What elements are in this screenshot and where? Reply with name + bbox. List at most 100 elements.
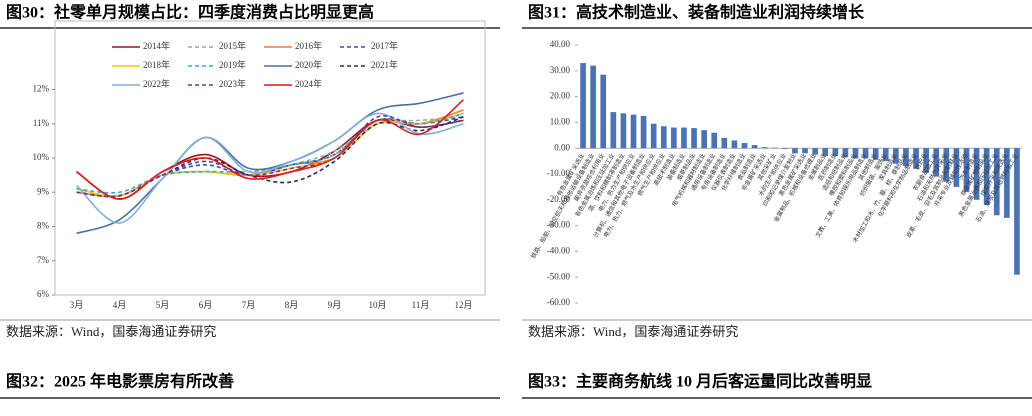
bar: [1014, 148, 1020, 275]
bar: [580, 63, 586, 149]
y-tick-label: 20.00: [550, 91, 571, 101]
legend-label: 2018年: [143, 59, 170, 70]
legend-label: 2022年: [143, 78, 170, 89]
figure-title: 图33：主要商务航线 10 月后客运量同比改善明显: [528, 372, 872, 391]
series-line: [76, 112, 464, 197]
legend-label: 2020年: [295, 59, 322, 70]
bar: [771, 147, 778, 149]
bar: [650, 123, 657, 149]
bar: [872, 148, 879, 160]
bar: [933, 148, 940, 177]
x-tick-label: 7月: [242, 300, 256, 310]
y-tick-label: 10%: [33, 152, 50, 162]
bar: [671, 127, 677, 149]
series-line: [75, 112, 464, 224]
y-tick-label: 40.00: [550, 39, 571, 49]
bar: [953, 148, 960, 187]
y-tick-label: 9%: [37, 186, 50, 196]
bar: [963, 148, 970, 193]
legend-label: 2023年: [219, 78, 246, 89]
y-tick-label: -40.00: [547, 245, 571, 255]
bar: [610, 112, 617, 149]
bar: [630, 114, 637, 149]
bar: [983, 148, 990, 205]
x-tick-label: 11月: [412, 300, 430, 310]
y-tick-label: 8%: [37, 221, 50, 231]
x-tick-label: 4月: [113, 300, 127, 310]
bar: [832, 148, 839, 156]
bar: [1004, 148, 1010, 218]
bar: [691, 128, 697, 149]
bar: [782, 148, 788, 149]
bar: [812, 148, 818, 155]
y-tick-label: -50.00: [547, 271, 571, 281]
bar: [842, 148, 849, 158]
figure-title: 图32：2025 年电影票房有所改善: [6, 372, 234, 391]
x-tick-label: 6月: [199, 300, 213, 310]
bar: [620, 113, 627, 149]
series-line: [76, 99, 465, 200]
legend-label: 2019年: [219, 59, 246, 70]
y-tick-label: 30.00: [550, 65, 571, 75]
series-line: [76, 116, 464, 198]
x-tick-label: 9月: [328, 300, 342, 310]
bar: [721, 137, 728, 149]
bar: [943, 148, 950, 182]
bar: [681, 127, 687, 149]
legend-label: 2016年: [295, 40, 322, 51]
bar: [792, 148, 798, 154]
x-tick-label: 10月: [368, 300, 386, 310]
bar: [802, 148, 808, 154]
series-line: [76, 92, 464, 235]
x-tick-label: 12月: [454, 300, 472, 310]
bar: [761, 147, 768, 149]
plot-frame: [54, 20, 486, 296]
y-tick-label: -30.00: [547, 220, 571, 230]
series-line: [76, 116, 464, 198]
bar: [751, 145, 758, 149]
figure-title: 图31：高技术制造业、装备制造业利润持续增长: [528, 3, 865, 22]
bar: [600, 74, 607, 149]
bar: [660, 126, 667, 149]
x-tick-label: 3月: [70, 300, 84, 310]
bar: [893, 148, 899, 164]
legend-label: 2021年: [371, 59, 398, 70]
bar: [822, 148, 829, 156]
bar: [731, 140, 738, 149]
bar: [590, 65, 596, 149]
legend-label: 2014年: [143, 40, 170, 51]
bar: [923, 148, 929, 173]
bar: [973, 148, 980, 200]
series-line: [76, 116, 464, 198]
bar: [711, 132, 718, 149]
y-tick-label: -10.00: [547, 168, 571, 178]
bar: [852, 148, 859, 159]
y-tick-label: -60.00: [547, 297, 571, 307]
y-tick-label: 12%: [33, 84, 50, 94]
bar: [913, 148, 919, 169]
y-tick-label: 0.00: [554, 142, 570, 152]
bar: [701, 130, 707, 149]
legend-label: 2015年: [219, 40, 246, 51]
y-tick-label: 7%: [37, 255, 50, 265]
series-line: [76, 115, 464, 198]
bar: [903, 148, 909, 167]
bar: [640, 115, 647, 149]
bar: [993, 148, 1000, 216]
x-tick-label: 8月: [285, 300, 299, 310]
y-tick-label: 10.00: [550, 116, 571, 126]
figure-title: 图30：社零单月规模占比：四季度消费占比明显更高: [6, 3, 374, 22]
series-line: [76, 112, 464, 194]
legend-label: 2017年: [371, 40, 398, 51]
legend-label: 2024年: [295, 78, 322, 89]
bar: [882, 148, 889, 162]
bar: [862, 148, 869, 159]
x-tick-label: 5月: [156, 300, 170, 310]
source: 数据来源：Wind，国泰海通证券研究: [528, 324, 738, 339]
source: 数据来源：Wind，国泰海通证券研究: [6, 324, 216, 339]
y-tick-label: 11%: [33, 118, 50, 128]
y-tick-label: 6%: [37, 289, 50, 299]
bar: [741, 143, 748, 149]
y-tick-label: -20.00: [547, 194, 571, 204]
